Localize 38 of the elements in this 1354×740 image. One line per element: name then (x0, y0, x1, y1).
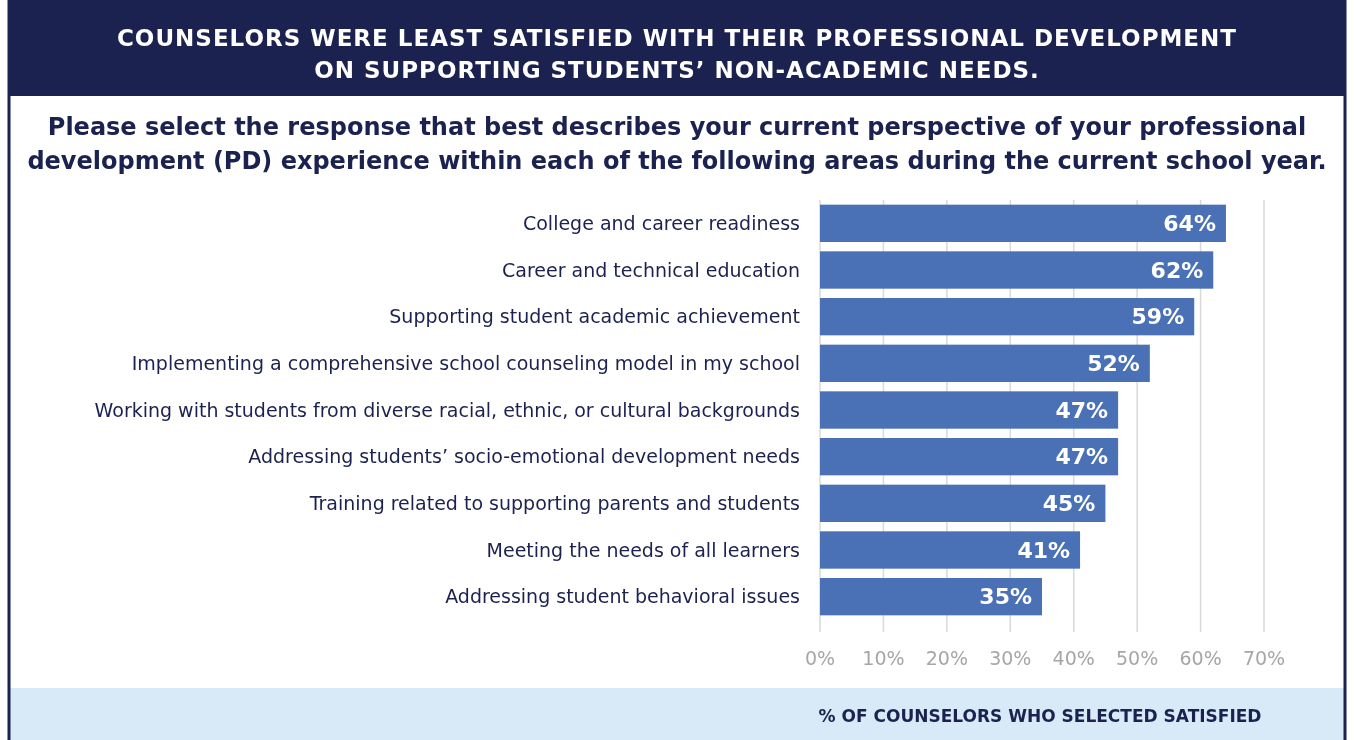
data-label: 62% (1150, 257, 1204, 283)
x-tick-label: 50% (1116, 646, 1159, 669)
data-label: 52% (1087, 351, 1140, 377)
y-tick-label: Working with students from diverse racial, ethnic, or cultural backgrounds (94, 398, 800, 421)
x-tick-label: 0% (804, 646, 836, 669)
data-label: 41% (1017, 537, 1071, 563)
bar (820, 251, 1214, 289)
data-label: 45% (1042, 491, 1096, 517)
y-tick-label: Supporting student academic achievement (389, 305, 800, 328)
bar (820, 344, 1150, 382)
x-tick-label: 60% (1179, 646, 1222, 669)
y-tick-label: Addressing student behavioral issues (445, 585, 800, 608)
data-label: 47% (1055, 397, 1109, 423)
y-tick-label: Career and technical education (502, 258, 800, 281)
y-tick-label: Implementing a comprehensive school counseling model in my school (131, 351, 800, 374)
data-label: 64% (1163, 211, 1216, 237)
data-label: 47% (1055, 444, 1109, 470)
x-axis-title: % OF COUNSELORS WHO SELECTED SATISFIED (818, 705, 1262, 726)
data-label: 35% (979, 584, 1032, 610)
y-tick-label: College and career readiness (522, 211, 800, 234)
x-tick-label: 40% (1052, 646, 1095, 669)
bar (820, 204, 1226, 242)
y-tick-label: Addressing students’ socio-emotional development needs (248, 445, 800, 468)
y-tick-label: Meeting the needs of all learners (486, 538, 800, 561)
data-label: 59% (1131, 304, 1185, 330)
x-tick-label: 70% (1242, 646, 1286, 669)
bar (820, 578, 1042, 616)
bar (820, 484, 1106, 522)
x-tick-label: 30% (989, 646, 1032, 669)
x-tick-label: 20% (925, 646, 968, 669)
y-tick-label: Training related to supporting parents and students (308, 491, 800, 514)
bar (820, 298, 1195, 336)
bar (820, 391, 1119, 429)
chart-title: COUNSELORS WERE LEAST SATISFIED WITH THEIR PROFESSIONAL DEVELOPMENT ON SUPPORTING STUDENTS’ NON-ACADEMIC NEEDS. (116, 25, 1238, 84)
bar (820, 531, 1081, 569)
chart-subtitle: Please select the response that best describes your current perspective of your professional development (PD) experience within each of the following areas during the current school year. (27, 113, 1327, 176)
bar (820, 438, 1119, 476)
x-tick-label: 10% (862, 646, 905, 669)
